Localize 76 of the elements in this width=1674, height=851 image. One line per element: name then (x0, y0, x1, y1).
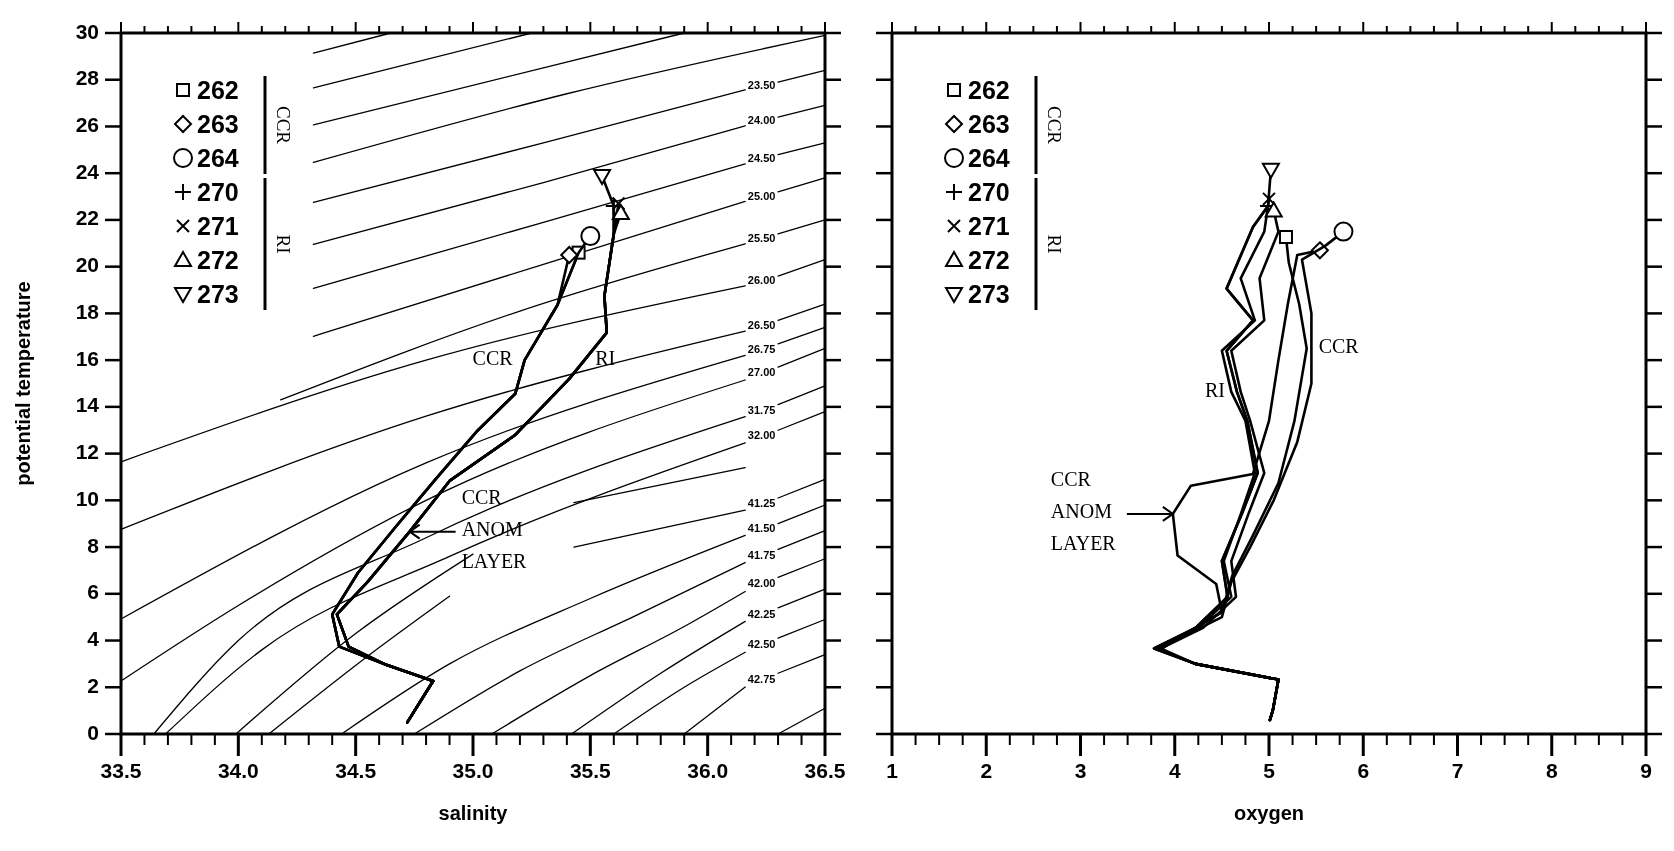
y-tick-label: 2 (87, 673, 99, 697)
series-label: 42.25 (747, 607, 776, 620)
legend-label: 271 (968, 212, 1010, 240)
y-axis-title: potential temperature (12, 281, 34, 486)
x-axis-title: salinity (438, 802, 509, 824)
y-tick-label: 12 (75, 440, 99, 464)
legend-label: 264 (197, 144, 239, 172)
series-label: 25.00 (747, 189, 776, 202)
y-tick-label: 28 (75, 66, 100, 90)
series-label: 26.00 (747, 273, 776, 286)
series-label: 31.75 (747, 403, 776, 416)
y-tick-label: 10 (75, 486, 99, 510)
y-tick-label: 30 (75, 19, 99, 43)
y-tick-label: 4 (87, 627, 100, 651)
series-label: 41.75 (747, 548, 776, 561)
y-tick-label: 0 (87, 720, 99, 744)
legend-label: 271 (197, 212, 239, 240)
series-label: 42.00 (747, 577, 776, 590)
y-tick-label: 16 (75, 346, 99, 370)
series-label: 42.75 (747, 673, 776, 686)
annotation: CCR ANOM LAYER (1050, 468, 1117, 555)
legend-label: 264 (968, 144, 1010, 172)
legend-label: 262 (968, 76, 1010, 104)
y-tick-label: 8 (87, 533, 100, 557)
legend-label: 262 (197, 76, 239, 104)
x-tick-label: 36.0 (687, 759, 729, 782)
x-axis-title: oxygen (1233, 802, 1305, 824)
x-tick-label: 6 (1357, 759, 1370, 782)
legend-label: 273 (197, 280, 239, 308)
x-tick-label: 8 (1545, 759, 1558, 782)
legend-label: 272 (197, 246, 239, 274)
x-tick-label: 36.5 (804, 759, 846, 782)
x-tick-label: 34.5 (335, 759, 377, 782)
annotation: CCR (273, 105, 294, 145)
y-tick-label: 26 (75, 113, 99, 137)
annotation: CCR (1044, 105, 1065, 145)
y-tick-label: 18 (75, 299, 100, 323)
legend-label: 272 (968, 246, 1010, 274)
x-tick-label: 5 (1263, 759, 1276, 782)
annotation: RI (1204, 378, 1225, 401)
x-tick-label: 4 (1168, 759, 1181, 782)
series-label: 42.50 (747, 638, 776, 651)
x-tick-label: 3 (1074, 759, 1087, 782)
legend-label: 263 (197, 110, 239, 138)
series-label: 27.00 (747, 366, 776, 379)
legend-label: 270 (197, 178, 239, 206)
x-tick-label: 34.0 (217, 759, 259, 782)
y-tick-label: 24 (75, 159, 100, 183)
legend-label: 263 (968, 110, 1010, 138)
series-label: 41.25 (747, 496, 776, 509)
annotation: CCR (472, 346, 514, 369)
annotation: CCR (1318, 335, 1360, 358)
y-tick-label: 22 (75, 206, 99, 230)
legend-label: 270 (968, 178, 1010, 206)
x-tick-label: 2 (980, 759, 993, 782)
y-tick-label: 6 (87, 580, 99, 604)
x-tick-label: 35.5 (569, 759, 612, 782)
y-tick-label: 14 (75, 393, 100, 417)
series-label: 26.75 (747, 342, 776, 355)
series-label: 24.50 (747, 152, 776, 165)
series-label: 26.50 (747, 318, 776, 331)
x-tick-label: 7 (1451, 759, 1464, 782)
legend-label: 273 (968, 280, 1010, 308)
series-label: 23.50 (747, 78, 776, 91)
annotation: RI (595, 346, 616, 369)
x-tick-label: 33.5 (100, 759, 142, 782)
x-tick-label: 1 (886, 759, 899, 782)
annotation: RI (273, 234, 294, 254)
x-tick-label: 9 (1640, 759, 1652, 782)
y-tick-label: 20 (75, 253, 99, 277)
series-label: 24.00 (747, 114, 776, 127)
series-label: 41.50 (747, 522, 776, 535)
series-label: 32.00 (747, 429, 776, 442)
annotation: RI (1044, 234, 1065, 254)
series-label: 25.50 (747, 231, 776, 244)
x-tick-label: 35.0 (452, 759, 494, 782)
